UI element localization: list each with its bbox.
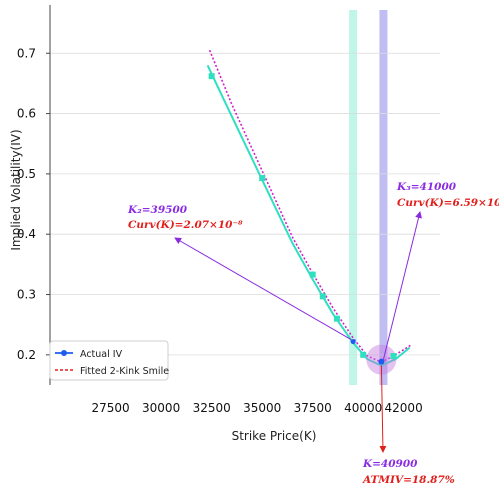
k3-label: K₃=41000 xyxy=(396,181,457,193)
vertical-band-0 xyxy=(349,10,358,385)
y-tick-label-2: 0.4 xyxy=(17,227,36,241)
y-tick-label-4: 0.6 xyxy=(17,107,36,121)
actual-iv-point-8 xyxy=(390,353,397,360)
y-tick-labels: 0.2 0.3 0.4 0.5 0.6 0.7 xyxy=(17,46,50,362)
atm-iv-label: ATMIV=18.87% xyxy=(362,474,455,486)
vertical-band-1 xyxy=(379,10,388,385)
y-tick-label-0: 0.2 xyxy=(17,348,36,362)
y-axis-label: Implied Volatility(IV) xyxy=(9,129,23,250)
y-tick-label-3: 0.5 xyxy=(17,167,36,181)
x-tick-label-1: 30000 xyxy=(142,401,180,415)
vertical-bands xyxy=(349,10,388,385)
actual-iv-markers xyxy=(208,73,397,375)
x-tick-label-0: 27500 xyxy=(92,401,130,415)
actual-iv-point-1 xyxy=(259,175,266,182)
y-tick-label-1: 0.3 xyxy=(17,288,36,302)
annotations: K₂=39500 Curv(K)=2.07×10⁻⁸ K₃=41000 Curv(K)… xyxy=(127,181,499,486)
x-tick-labels: 27500 30000 32500 35000 37500 40000 42000 xyxy=(92,401,423,415)
x-tick-label-4: 37500 xyxy=(294,401,332,415)
actual-iv-point-2 xyxy=(309,271,316,278)
series-layer xyxy=(206,49,413,367)
x-axis-label: Strike Price(K) xyxy=(232,429,317,443)
actual-iv-point-5 xyxy=(350,339,356,345)
k2-arrow xyxy=(174,237,352,341)
legend: Actual IV Fitted 2-Kink Smile xyxy=(49,340,169,381)
grid-lines xyxy=(50,52,440,356)
actual-iv-point-7 xyxy=(378,358,385,365)
x-tick-label-2: 32500 xyxy=(193,401,231,415)
legend-fitted-label: Fitted 2-Kink Smile xyxy=(80,366,169,377)
k2-label: K₂=39500 xyxy=(127,204,188,216)
atm-strike-label: K=40900 xyxy=(362,458,418,470)
k2-curvature: Curv(K)=2.07×10⁻⁸ xyxy=(128,219,243,231)
x-tick-label-3: 35000 xyxy=(243,401,281,415)
k3-curvature: Curv(K)=6.59×10⁻⁹ xyxy=(397,197,499,209)
x-tick-label-5: 40000 xyxy=(344,401,382,415)
series-line-1 xyxy=(208,49,413,363)
series-line-2 xyxy=(206,64,411,367)
legend-actual-label: Actual IV xyxy=(80,349,123,360)
x-tick-label-6: 42000 xyxy=(385,401,423,415)
actual-iv-point-4 xyxy=(333,315,340,322)
actual-iv-point-3 xyxy=(319,293,326,300)
actual-iv-point-0 xyxy=(208,73,215,80)
y-tick-label-5: 0.7 xyxy=(17,46,36,60)
actual-iv-point-6 xyxy=(360,351,367,358)
atm-arrow xyxy=(379,365,387,453)
k3-arrow xyxy=(382,211,422,360)
legend-box xyxy=(49,340,169,381)
legend-actual-marker xyxy=(61,350,67,356)
